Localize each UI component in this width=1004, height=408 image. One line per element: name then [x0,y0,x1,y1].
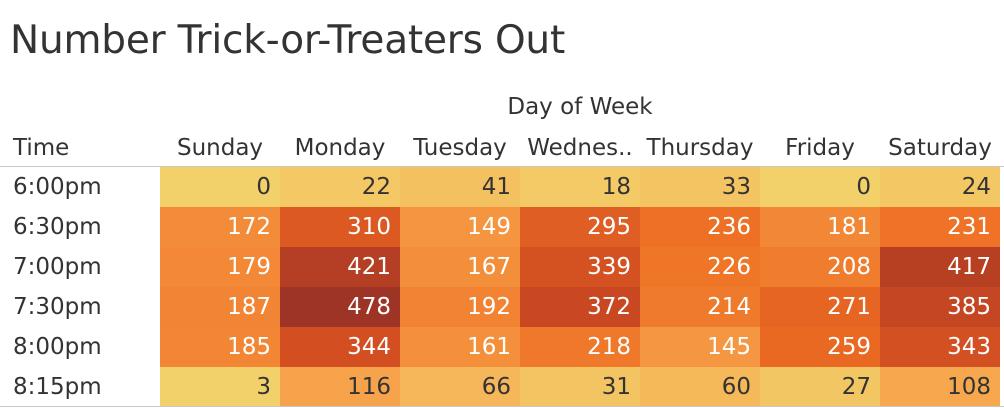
footer-divider [0,406,1004,407]
heatmap-cell: 187 [160,287,280,327]
header-divider [0,166,1004,167]
heatmap-cell: 108 [880,367,1000,407]
column-header: Friday [785,135,855,161]
heatmap-cell: 214 [640,287,760,327]
heatmap-cell: 310 [280,207,400,247]
heatmap-cell: 185 [160,327,280,367]
column-group-label: Day of Week [507,94,653,120]
heatmap-cell: 372 [520,287,640,327]
heatmap-cell: 271 [760,287,880,327]
heatmap-cell: 295 [520,207,640,247]
row-label: 7:00pm [13,254,102,280]
heatmap-cell: 3 [160,367,280,407]
heatmap-cell: 218 [520,327,640,367]
column-header: Monday [294,135,386,161]
heatmap-cell: 417 [880,247,1000,287]
heatmap-cell: 66 [400,367,520,407]
column-header: Thursday [646,135,754,161]
heatmap-cell: 478 [280,287,400,327]
heatmap-cell: 344 [280,327,400,367]
column-header: Saturday [888,135,992,161]
heatmap-cell: 24 [880,167,1000,207]
heatmap-cell: 236 [640,207,760,247]
heatmap-cell: 192 [400,287,520,327]
column-header: Tuesday [413,135,507,161]
row-label: 7:30pm [13,294,102,320]
row-header-label: Time [13,135,70,161]
row-label: 6:30pm [13,214,102,240]
heatmap-cell: 0 [160,167,280,207]
heatmap-cell: 208 [760,247,880,287]
heatmap-cell: 18 [520,167,640,207]
heatmap-cell: 33 [640,167,760,207]
heatmap-cell: 181 [760,207,880,247]
heatmap-cell: 60 [640,367,760,407]
column-header: Wednes.. [527,135,633,161]
heatmap-cell: 149 [400,207,520,247]
row-label: 8:15pm [13,374,102,400]
heatmap-cell: 179 [160,247,280,287]
heatmap-cell: 116 [280,367,400,407]
heatmap-cell: 343 [880,327,1000,367]
heatmap-cell: 22 [280,167,400,207]
heatmap-cell: 161 [400,327,520,367]
heatmap-cell: 167 [400,247,520,287]
heatmap-cell: 226 [640,247,760,287]
heatmap-cell: 31 [520,367,640,407]
chart-title: Number Trick-or-Treaters Out [10,18,566,63]
column-header: Sunday [176,135,264,161]
row-label: 6:00pm [13,174,102,200]
row-label: 8:00pm [13,334,102,360]
heatmap-cell: 172 [160,207,280,247]
heatmap-cell: 27 [760,367,880,407]
heatmap-cell: 0 [760,167,880,207]
heatmap-cell: 385 [880,287,1000,327]
heatmap-cell: 41 [400,167,520,207]
heatmap-cell: 339 [520,247,640,287]
heatmap-cell: 231 [880,207,1000,247]
heatmap-cell: 421 [280,247,400,287]
heatmap-cell: 145 [640,327,760,367]
heatmap-cell: 259 [760,327,880,367]
